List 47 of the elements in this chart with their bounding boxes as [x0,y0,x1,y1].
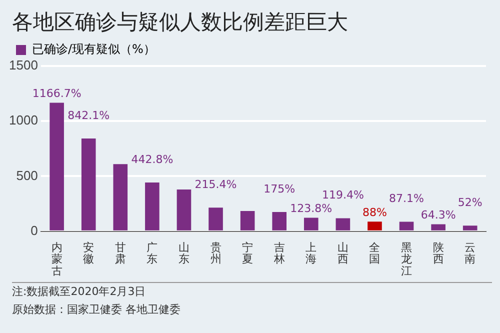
y-tick-label: 1500 [9,58,38,73]
x-tick-label: 云南 [464,242,476,266]
text: 注:数据截至2020年2月3日 [12,284,147,300]
x-tick-label: 安徽 [83,241,94,266]
chart-title: 各地区确诊与疑似人数比例差距巨大 [11,9,349,34]
y-tick-label: 0 [30,222,38,238]
data-label: 88% [362,206,387,220]
x-tick-label: 广东 [146,241,158,266]
data-label: 119.4% [322,188,364,202]
x-tick-label: 贵州 [210,241,222,266]
data-label: 87.1% [389,192,424,206]
data-label: 64.3% [420,208,456,222]
x-tick-label: 全国 [369,242,380,266]
bar [113,164,128,230]
y-tick-label: 500 [16,168,38,183]
data-label: 123.8% [290,202,332,216]
data-label: 442.8% [131,152,174,166]
bar [304,218,318,230]
data-label: 215.4% [194,178,237,191]
x-tick-label: 内蒙古 [51,241,62,278]
x-tick-label: 吉林 [272,241,285,266]
bar [336,218,350,230]
legend-label: 已确诊/现有疑似（%） [32,42,156,56]
x-tick-label: 山东 [178,241,190,266]
y-tick-label: 1000 [9,112,38,128]
x-tick-label: 甘肃 [114,241,126,266]
x-tick-label: 宁夏 [242,241,254,266]
bar [145,182,160,230]
x-tick-label: 上海 [306,241,317,266]
text: 原始数据：国家卫健委 各地卫健委 [12,302,182,318]
data-label: 52% [458,196,482,209]
x-tick-label: 黑龙江 [401,242,412,278]
bar [399,222,414,230]
bar [462,226,478,230]
bar [368,222,382,230]
x-tick-label: 陕西 [432,242,444,266]
bar [431,224,446,230]
bar [81,138,96,230]
bar [208,208,223,230]
data-label: 175% [264,182,296,196]
data-label: 842.1% [68,108,110,122]
bar [272,212,287,230]
data-label: 1166.7% [32,87,82,100]
x-tick-label: 山西 [337,241,348,266]
bar [240,210,255,230]
bar [176,189,192,230]
bar [50,102,64,230]
